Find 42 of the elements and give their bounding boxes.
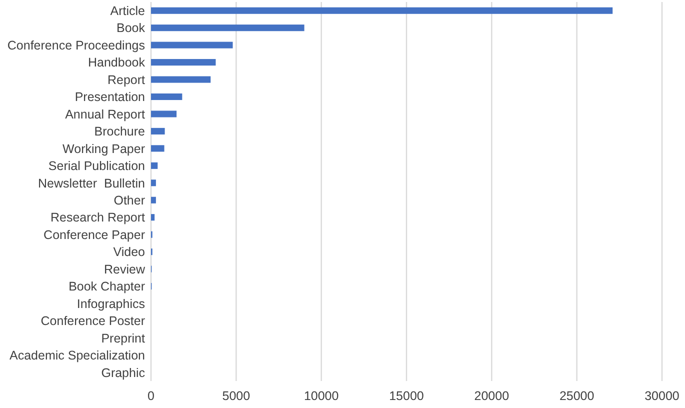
bar [151, 93, 182, 100]
y-tick-label: Handbook [88, 56, 146, 70]
bar [151, 76, 211, 83]
y-tick-label: Working Paper [62, 142, 145, 156]
y-tick-label: Conference Poster [40, 314, 145, 328]
y-tick-label: Graphic [101, 366, 145, 380]
bar [151, 145, 164, 152]
y-tick-label: Brochure [94, 124, 146, 139]
y-tick-label: Video [113, 245, 146, 260]
bar [151, 59, 216, 66]
y-tick-label: Serial Publication [48, 159, 146, 174]
y-tick-label: Academic Specialization [10, 348, 146, 363]
bar [151, 162, 158, 169]
x-tick-label: 10000 [304, 389, 339, 403]
bar [151, 196, 156, 204]
bar [151, 110, 177, 118]
x-tick-label: 0 [148, 389, 155, 403]
y-tick-label: Conference Proceedings [7, 38, 145, 52]
x-tick-label: 20000 [474, 389, 510, 403]
y-tick-label: Presentation [74, 90, 146, 104]
x-tick-label: 25000 [559, 389, 594, 403]
bar [151, 214, 155, 221]
y-tick-label: Infographics [76, 296, 145, 311]
y-tick-label: Newsletter Bulletin [38, 176, 146, 190]
bar [151, 128, 165, 134]
y-tick-label: Article [110, 4, 146, 18]
y-tick-label: Book [116, 21, 146, 36]
y-tick-label: Annual Report [65, 107, 146, 122]
y-tick-label: Book Chapter [68, 280, 145, 294]
y-tick-label: Other [114, 193, 145, 208]
bar [151, 7, 613, 14]
y-tick-label: Preprint [101, 331, 146, 346]
x-tick-label: 15000 [389, 389, 424, 403]
x-tick-label: 30000 [644, 389, 680, 403]
x-tick-label: 5000 [222, 389, 250, 403]
y-tick-label: Review [104, 262, 146, 276]
y-tick-label: Conference Paper [44, 228, 145, 242]
y-tick-label: Research Report [50, 210, 146, 225]
bar [151, 42, 233, 48]
bar [151, 24, 304, 32]
y-tick-label: Report [107, 72, 146, 87]
bar [151, 180, 156, 186]
